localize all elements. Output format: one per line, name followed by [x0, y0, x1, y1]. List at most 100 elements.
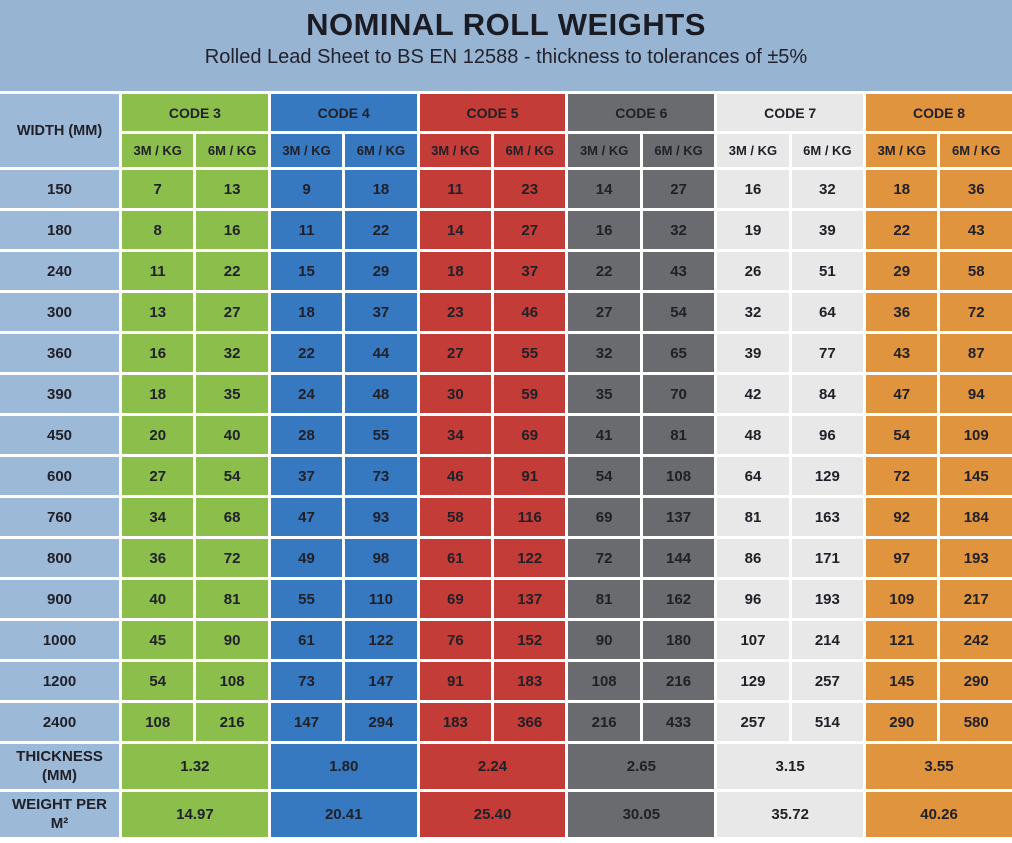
code-header-cell: CODE 4: [270, 94, 417, 131]
subheader-cell: 3M / KG: [122, 134, 194, 167]
data-cell: 171: [791, 539, 864, 577]
data-cell: 18: [419, 252, 492, 290]
data-cell: 13: [196, 170, 268, 208]
data-cell: 94: [940, 375, 1012, 413]
data-cell: 27: [494, 211, 566, 249]
data-cell: 37: [494, 252, 566, 290]
data-cell: 43: [642, 252, 715, 290]
data-cell: 39: [791, 211, 864, 249]
data-cell: 18: [122, 375, 194, 413]
data-cell: 34: [122, 498, 194, 536]
data-cell: 27: [196, 293, 268, 331]
data-cell: 180: [642, 621, 715, 659]
data-cell: 16: [122, 334, 194, 372]
data-cell: 98: [345, 539, 417, 577]
data-cell: 76: [419, 621, 492, 659]
data-cell: 216: [196, 703, 268, 741]
data-cell: 54: [122, 662, 194, 700]
code-header-cell: CODE 7: [717, 94, 864, 131]
table-row: 450 20 40 28 55 34 69 41 81 48 96 54 109: [0, 416, 1012, 454]
thickness-value-cell: 2.24: [419, 744, 566, 789]
data-cell: 9: [270, 170, 343, 208]
data-cell: 22: [196, 252, 268, 290]
subheader-cell: 3M / KG: [717, 134, 789, 167]
data-cell: 129: [717, 662, 789, 700]
data-cell: 147: [345, 662, 417, 700]
data-cell: 108: [196, 662, 268, 700]
weight-value-cell: 35.72: [717, 792, 864, 837]
width-cell: 800: [0, 539, 119, 577]
thickness-row: THICKNESS (MM) 1.32 1.80 2.24 2.65 3.15 3.55: [0, 744, 1012, 789]
subheader-cell: 3M / KG: [270, 134, 343, 167]
data-cell: 23: [494, 170, 566, 208]
data-cell: 35: [568, 375, 640, 413]
data-cell: 11: [122, 252, 194, 290]
weight-value-cell: 40.26: [866, 792, 1012, 837]
width-cell: 240: [0, 252, 119, 290]
width-cell: 150: [0, 170, 119, 208]
data-cell: 290: [940, 662, 1012, 700]
data-cell: 48: [345, 375, 417, 413]
data-cell: 91: [419, 662, 492, 700]
subheader-cell: 6M / KG: [940, 134, 1012, 167]
data-cell: 18: [345, 170, 417, 208]
data-cell: 55: [494, 334, 566, 372]
table-row: 760 34 68 47 93 58 116 69 137 81 163 92 184: [0, 498, 1012, 536]
weight-value-cell: 14.97: [122, 792, 268, 837]
data-cell: 40: [122, 580, 194, 618]
code-header-cell: CODE 8: [866, 94, 1012, 131]
data-cell: 73: [345, 457, 417, 495]
data-cell: 32: [642, 211, 715, 249]
data-cell: 32: [791, 170, 864, 208]
data-cell: 257: [791, 662, 864, 700]
table-wrapper: WIDTH (MM) CODE 3 CODE 4 CODE 5 CODE 6 CODE 7…: [0, 91, 1012, 837]
data-cell: 47: [270, 498, 343, 536]
data-cell: 72: [866, 457, 938, 495]
data-cell: 54: [568, 457, 640, 495]
data-cell: 96: [717, 580, 789, 618]
width-cell: 900: [0, 580, 119, 618]
data-cell: 55: [270, 580, 343, 618]
page-subtitle: Rolled Lead Sheet to BS EN 12588 - thick…: [204, 46, 808, 68]
data-cell: 110: [345, 580, 417, 618]
data-cell: 54: [196, 457, 268, 495]
width-cell: 300: [0, 293, 119, 331]
data-cell: 193: [940, 539, 1012, 577]
table-row: 800 36 72 49 98 61 122 72 144 86 171 97 193: [0, 539, 1012, 577]
data-cell: 36: [940, 170, 1012, 208]
page-title: NOMINAL ROLL WEIGHTS: [306, 7, 706, 42]
data-cell: 16: [568, 211, 640, 249]
data-cell: 18: [270, 293, 343, 331]
data-cell: 46: [494, 293, 566, 331]
data-cell: 122: [494, 539, 566, 577]
data-cell: 27: [122, 457, 194, 495]
data-cell: 92: [866, 498, 938, 536]
data-cell: 34: [419, 416, 492, 454]
data-cell: 30: [419, 375, 492, 413]
data-cell: 290: [866, 703, 938, 741]
data-cell: 47: [866, 375, 938, 413]
data-cell: 48: [717, 416, 789, 454]
data-cell: 91: [494, 457, 566, 495]
data-cell: 96: [791, 416, 864, 454]
table-row: 240 11 22 15 29 18 37 22 43 26 51 29 58: [0, 252, 1012, 290]
data-cell: 216: [568, 703, 640, 741]
width-cell: 1000: [0, 621, 119, 659]
data-cell: 58: [419, 498, 492, 536]
data-cell: 109: [940, 416, 1012, 454]
code-header-cell: CODE 6: [568, 94, 715, 131]
width-cell: 450: [0, 416, 119, 454]
data-cell: 36: [866, 293, 938, 331]
subheader-cell: 6M / KG: [494, 134, 566, 167]
data-cell: 69: [568, 498, 640, 536]
data-cell: 42: [717, 375, 789, 413]
thickness-value-cell: 2.65: [568, 744, 715, 789]
data-cell: 81: [642, 416, 715, 454]
data-cell: 13: [122, 293, 194, 331]
data-cell: 580: [940, 703, 1012, 741]
data-cell: 183: [419, 703, 492, 741]
data-cell: 81: [196, 580, 268, 618]
thickness-label-line: (MM): [42, 766, 77, 784]
data-cell: 129: [791, 457, 864, 495]
data-cell: 24: [270, 375, 343, 413]
